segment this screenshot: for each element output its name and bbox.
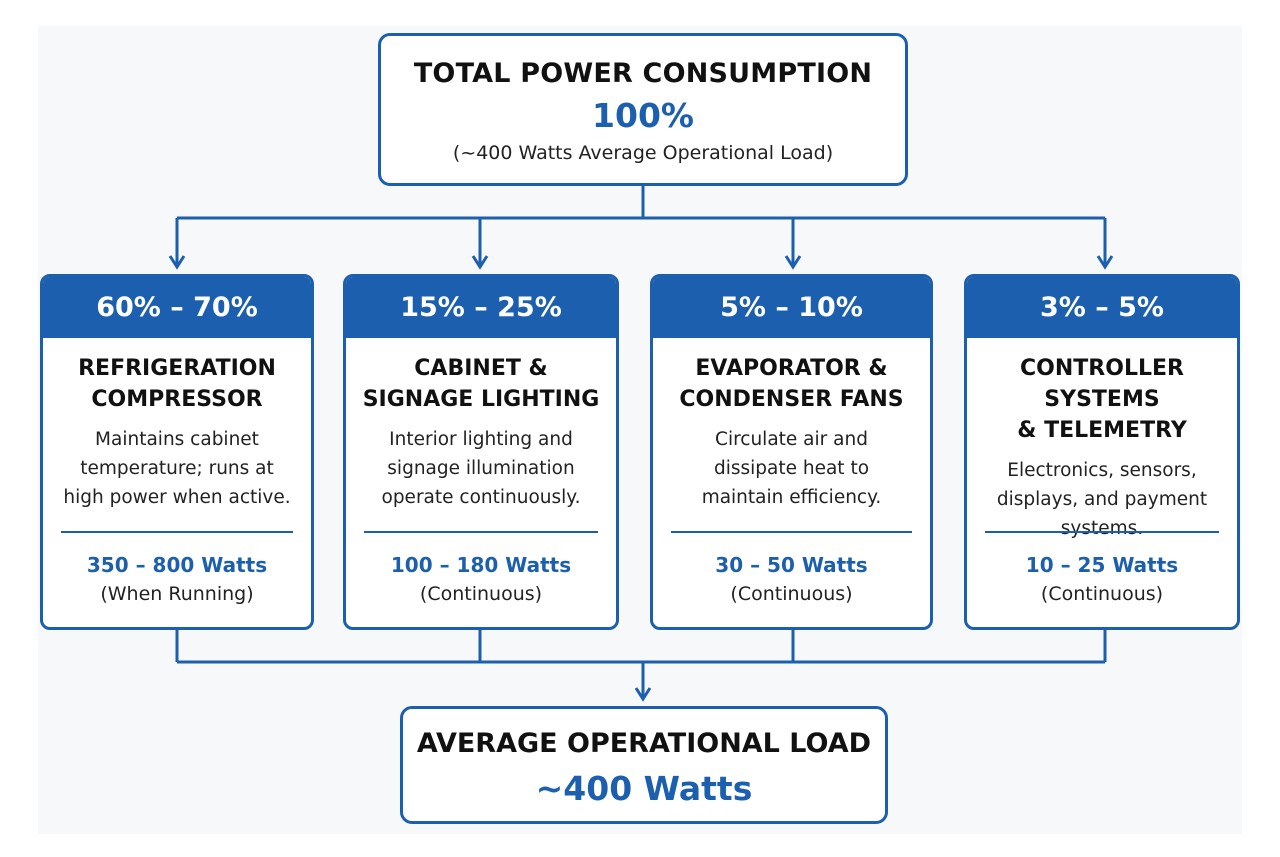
card-watts: 10 – 25 Watts bbox=[1025, 553, 1179, 577]
card-divider bbox=[364, 531, 598, 533]
component-card-fans: 5% – 10% EVAPORATOR & CONDENSER FANS Cir… bbox=[650, 274, 933, 630]
arrowhead-card-3 bbox=[1096, 255, 1114, 270]
card-title: EVAPORATOR & CONDENSER FANS bbox=[679, 356, 904, 412]
component-card-compressor: 60% – 70% REFRIGERATION COMPRESSOR Maint… bbox=[40, 274, 314, 630]
total-power-percent: 100% bbox=[592, 96, 694, 135]
card-divider bbox=[61, 531, 293, 533]
total-power-title: TOTAL POWER CONSUMPTION bbox=[413, 58, 873, 89]
card-divider bbox=[985, 531, 1219, 533]
arrowhead-bottom bbox=[634, 687, 652, 702]
average-load-value: ~400 Watts bbox=[535, 769, 753, 808]
arrowhead-card-1 bbox=[471, 255, 489, 270]
card-description: Electronics, sensors, displays, and paym… bbox=[996, 460, 1208, 539]
card-percent-range: 3% – 5% bbox=[967, 277, 1237, 338]
component-card-controller: 3% – 5% CONTROLLER SYSTEMS & TELEMETRY E… bbox=[964, 274, 1240, 630]
total-power-box: TOTAL POWER CONSUMPTION 100% (~400 Watts… bbox=[378, 33, 908, 186]
total-power-subtitle: (~400 Watts Average Operational Load) bbox=[452, 142, 834, 164]
card-note: (Continuous) bbox=[419, 583, 543, 605]
card-title: REFRIGERATION COMPRESSOR bbox=[78, 356, 276, 412]
card-watts: 30 – 50 Watts bbox=[715, 553, 868, 577]
card-note: (Continuous) bbox=[730, 583, 853, 605]
card-title: CONTROLLER SYSTEMS & TELEMETRY bbox=[1017, 356, 1187, 443]
average-load-title: AVERAGE OPERATIONAL LOAD bbox=[416, 728, 872, 759]
card-description: Interior lighting and signage illuminati… bbox=[381, 429, 581, 508]
average-load-box: AVERAGE OPERATIONAL LOAD ~400 Watts bbox=[400, 706, 888, 824]
card-note: (When Running) bbox=[100, 583, 254, 605]
card-note: (Continuous) bbox=[1040, 583, 1164, 605]
card-percent-range: 15% – 25% bbox=[346, 277, 616, 338]
card-description: Circulate air and dissipate heat to main… bbox=[701, 429, 882, 508]
card-description: Maintains cabinet temperature; runs at h… bbox=[63, 429, 291, 508]
card-title: CABINET & SIGNAGE LIGHTING bbox=[362, 356, 600, 412]
component-card-lighting: 15% – 25% CABINET & SIGNAGE LIGHTING Int… bbox=[343, 274, 619, 630]
card-percent-range: 5% – 10% bbox=[653, 277, 930, 338]
card-divider bbox=[671, 531, 912, 533]
arrowhead-card-2 bbox=[784, 255, 802, 270]
card-percent-range: 60% – 70% bbox=[43, 277, 311, 338]
card-watts: 100 – 180 Watts bbox=[390, 553, 572, 577]
arrowhead-card-0 bbox=[168, 255, 186, 270]
card-watts: 350 – 800 Watts bbox=[86, 553, 268, 577]
